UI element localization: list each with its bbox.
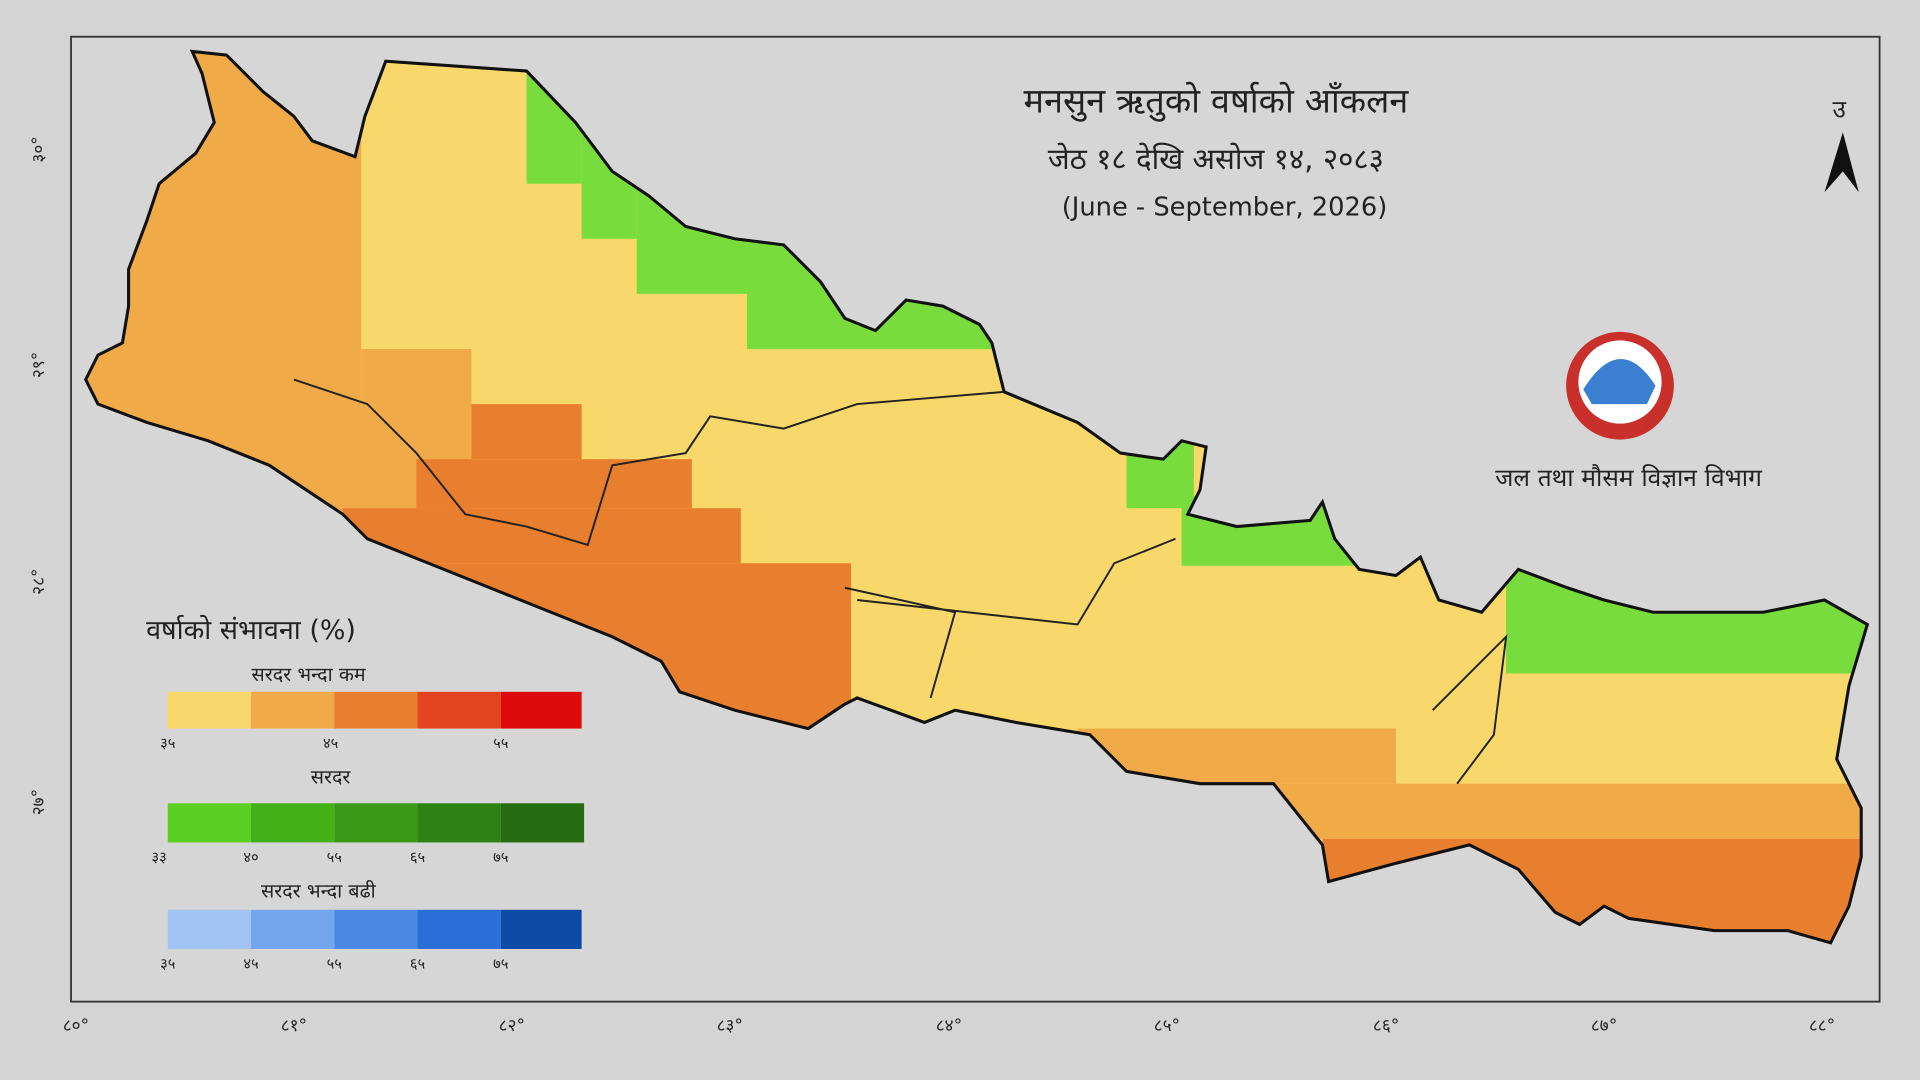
x-axis-label: ८३°	[717, 1016, 743, 1036]
x-axis-label: ८६°	[1373, 1016, 1399, 1036]
y-axis-label: २८°	[29, 568, 49, 594]
legend-tick-label: ३५	[160, 956, 175, 973]
x-axis-label: ८०°	[63, 1016, 89, 1036]
legend-section-label: सरदर भन्दा कम	[252, 663, 366, 686]
legend-tick-label: ४५	[323, 735, 338, 752]
legend-section-label: सरदर	[311, 766, 352, 789]
north-label: उ	[1832, 95, 1846, 124]
legend-tick-label: ३५	[160, 735, 175, 752]
legend-tick-label: ३३	[152, 849, 167, 866]
map-dates: जेठ १८ देखि असोज १४, २०८३	[1048, 142, 1384, 176]
province-boundary	[293, 378, 1508, 785]
map-title: मनसुन ऋतुको वर्षाको आँकलन	[1024, 82, 1410, 123]
legend-tick-label: ७५	[493, 849, 508, 866]
legend-tick-label: ६५	[410, 956, 425, 973]
legend-tick-label: ७५	[493, 956, 508, 973]
legend-tick-label: ५५	[493, 735, 508, 752]
x-axis-label: ८८°	[1809, 1016, 1835, 1036]
legend-title: वर्षाको संभावना (%)	[146, 614, 356, 646]
north-arrow	[1824, 132, 1859, 193]
legend-tick-label: ५५	[327, 956, 342, 973]
legend-tick-label: ६५	[410, 849, 425, 866]
label-layer: ८०° ८१° ८२° ८३° ८४° ८५° ८६° ८७° ८८° ३०° २९° २८° २७° ३…	[29, 136, 1835, 1036]
legend-tick-label: ५५	[327, 849, 342, 866]
y-axis-label: २७°	[29, 789, 49, 815]
legend-section-label: सरदर भन्दा बढी	[261, 880, 377, 903]
x-axis-label: ८५°	[1154, 1016, 1180, 1036]
x-axis-label: ८१°	[281, 1016, 307, 1036]
map-period: (June - September, 2026)	[1062, 193, 1387, 223]
y-axis-label: ३०°	[29, 136, 49, 162]
x-axis-label: ८४°	[936, 1016, 962, 1036]
agency-name: जल तथा मौसम विज्ञान विभाग	[1495, 463, 1763, 492]
legend-tick-label: ४०	[243, 849, 258, 866]
x-axis-label: ८७°	[1591, 1016, 1617, 1036]
y-axis-label: २९°	[29, 352, 49, 378]
legend-tick-label: ४५	[243, 956, 258, 973]
agency-logo	[1566, 331, 1674, 440]
legend-bars	[167, 691, 585, 949]
x-axis-label: ८२°	[499, 1016, 525, 1036]
